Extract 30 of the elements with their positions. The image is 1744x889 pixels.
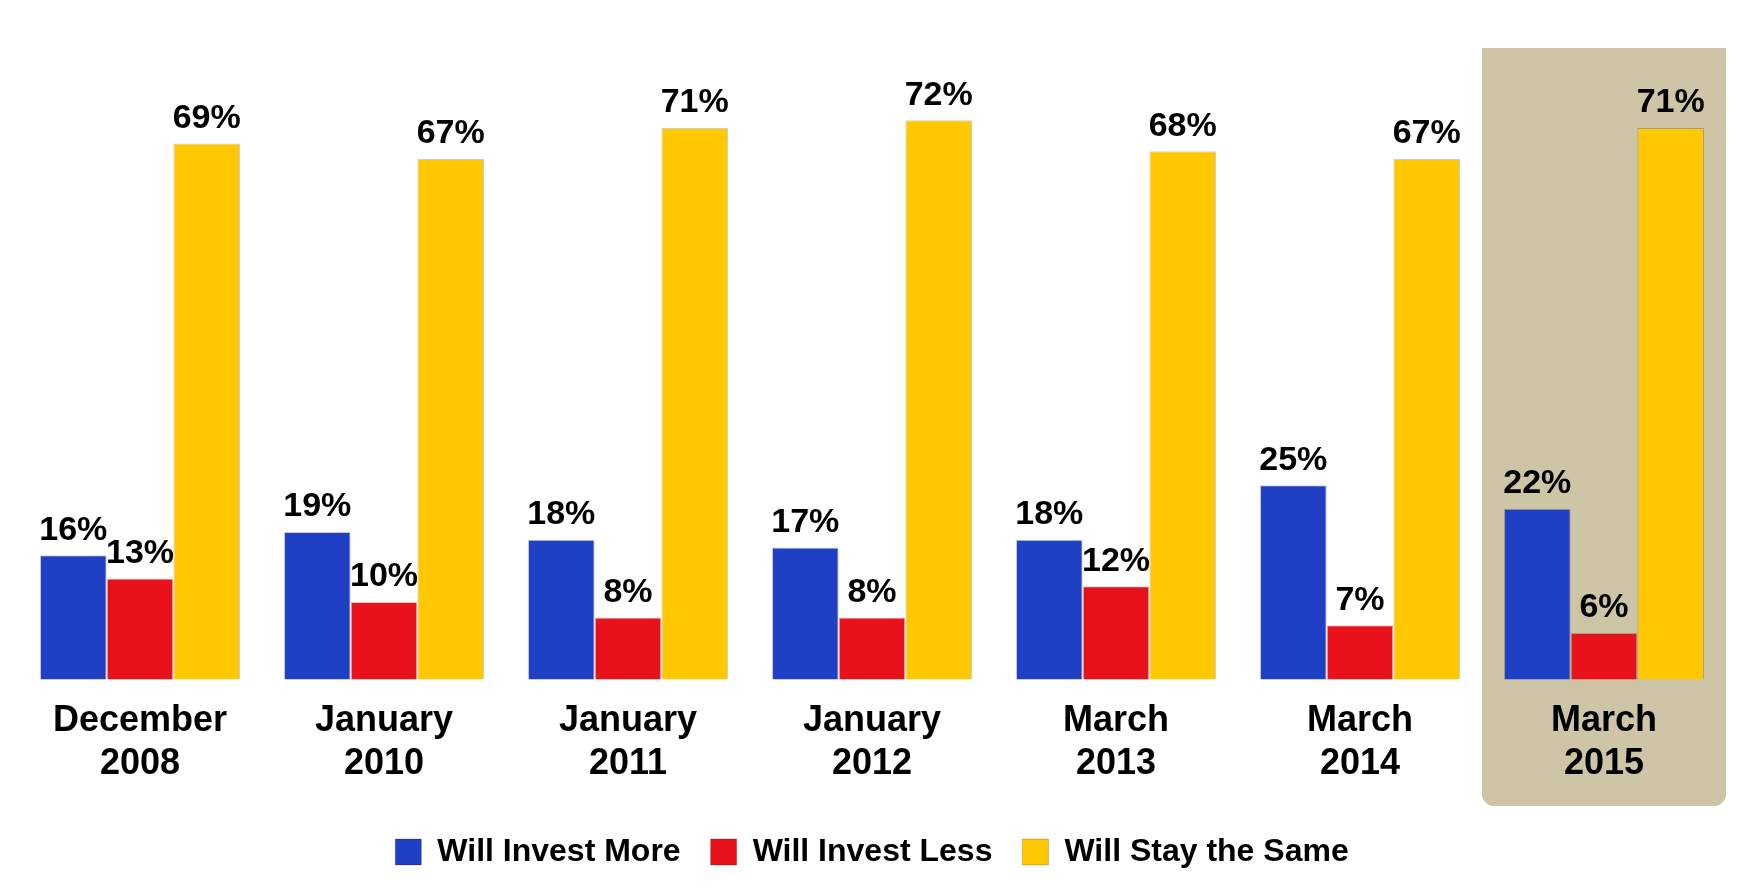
- data-label: 67%: [1392, 112, 1461, 151]
- data-label: 19%: [283, 485, 352, 524]
- data-label: 8%: [603, 570, 653, 609]
- data-label: 72%: [904, 73, 973, 112]
- data-label: 17%: [771, 500, 840, 539]
- x-tick-label: March 2013: [1062, 698, 1170, 783]
- data-label: 67%: [416, 112, 485, 151]
- data-label: 18%: [1015, 493, 1084, 532]
- legend-label: Will Invest Less: [752, 831, 993, 868]
- data-label: 69%: [172, 96, 241, 135]
- data-label: 12%: [1081, 539, 1151, 578]
- data-label: 71%: [1636, 81, 1705, 120]
- x-tick-label: January 2010: [314, 698, 454, 783]
- legend-label: Will Stay the Same: [1064, 831, 1349, 868]
- x-tick-label: January 2011: [558, 698, 698, 783]
- data-label: 10%: [349, 555, 419, 594]
- legend-label: Will Invest More: [437, 831, 681, 868]
- data-label: 6%: [1579, 586, 1629, 625]
- x-tick-label: March 2015: [1550, 698, 1658, 783]
- data-label: 18%: [527, 493, 596, 532]
- data-label: 71%: [660, 81, 729, 120]
- data-label: 25%: [1259, 438, 1328, 477]
- data-label: 68%: [1148, 104, 1217, 143]
- data-label: 8%: [847, 570, 897, 609]
- x-tick-label: March 2014: [1306, 698, 1414, 783]
- x-tick-label: December 2008: [52, 698, 228, 783]
- data-label: 16%: [39, 508, 108, 547]
- x-tick-label: January 2012: [802, 698, 942, 783]
- data-label: 7%: [1335, 578, 1385, 617]
- data-label: 22%: [1503, 462, 1572, 501]
